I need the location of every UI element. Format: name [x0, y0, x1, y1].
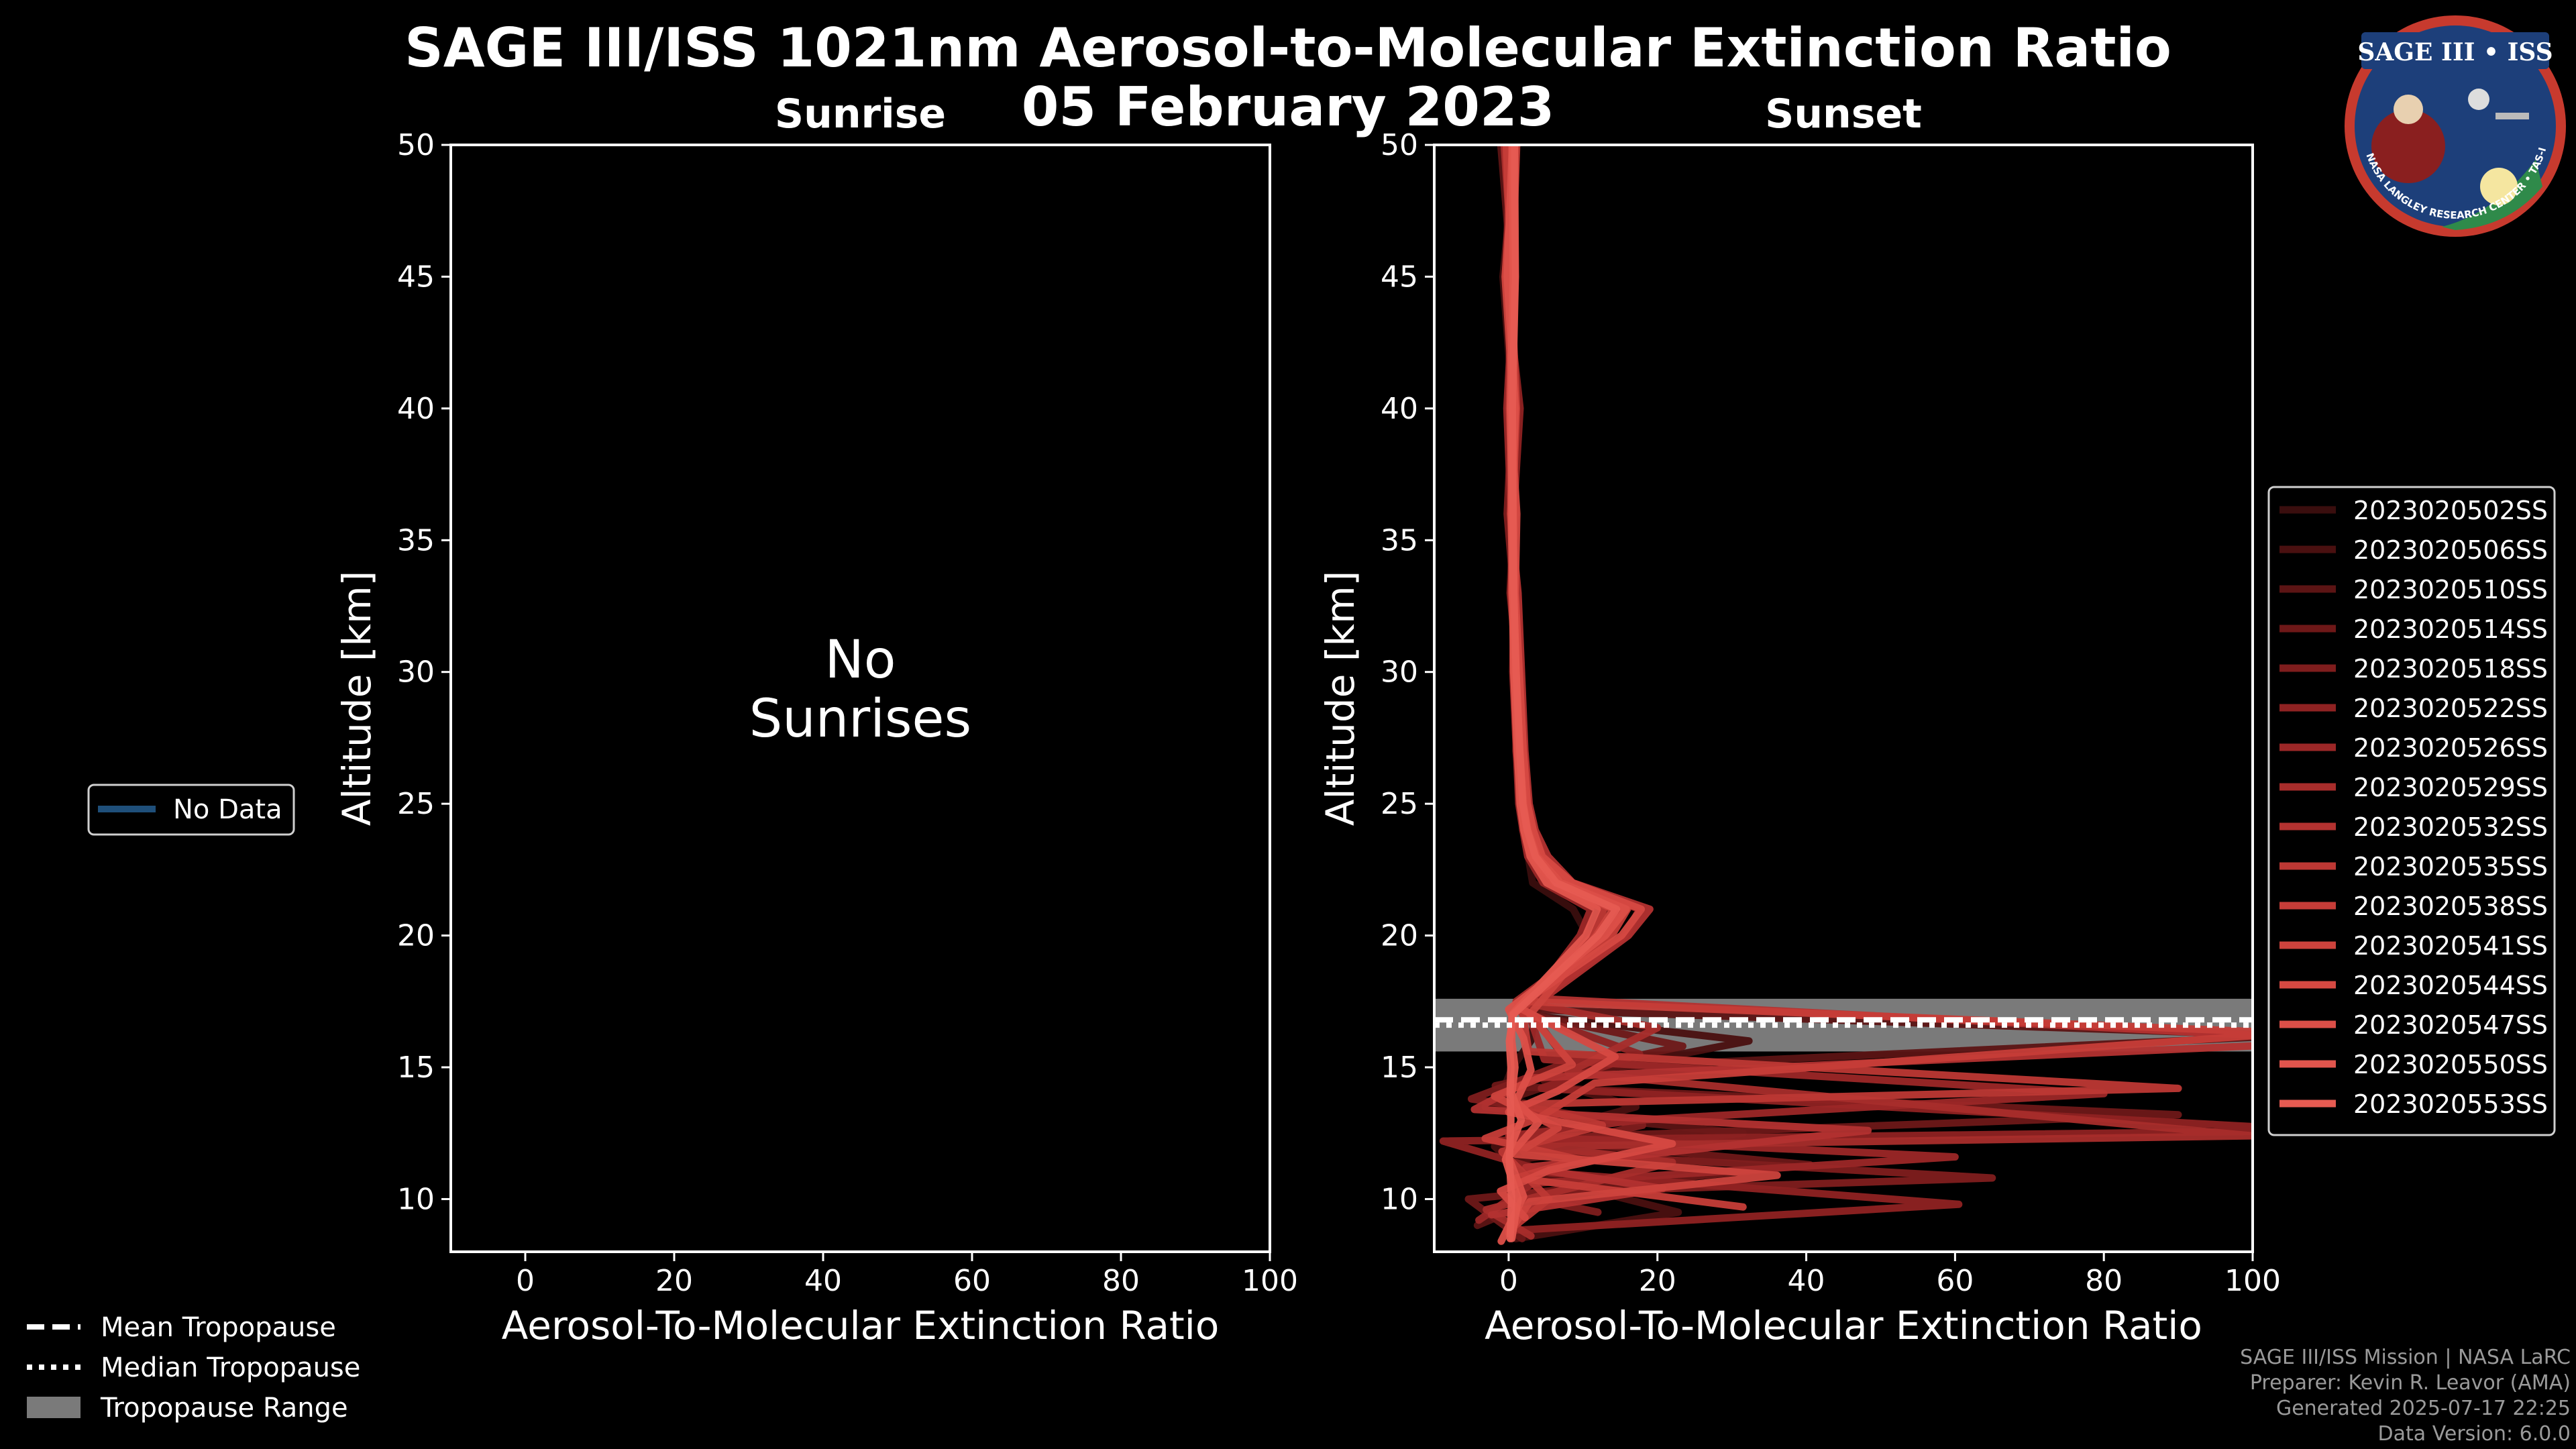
no-data-legend: No Data — [87, 784, 295, 836]
legend-entry: 2023020535SS — [2353, 852, 2548, 881]
sunset-x-axis-label: Aerosol-To-Molecular Extinction Ratio — [1485, 1303, 2202, 1348]
y-tick-label: 25 — [397, 787, 435, 821]
y-tick-label: 30 — [1381, 655, 1418, 690]
x-tick-label: 100 — [2224, 1264, 2281, 1298]
y-tick-label: 45 — [1381, 260, 1418, 294]
logo-banner — [2361, 32, 2549, 69]
sunset-panel-title: Sunset — [1765, 91, 1922, 138]
sunrise-panel: 0 20 40 60 80 100 10 15 20 25 30 35 40 45 50 Aerosol-To… — [334, 91, 1298, 1348]
legend-entry: 2023020510SS — [2353, 575, 2548, 604]
y-tick-label: 20 — [1381, 919, 1418, 953]
legend-entry: 2023020553SS — [2353, 1089, 2548, 1119]
tropopause-range-label: Tropopause Range — [100, 1393, 348, 1424]
footer-preparer: Preparer: Kevin R. Leavor (AMA) — [2249, 1371, 2571, 1395]
x-tick-label: 20 — [1639, 1264, 1676, 1298]
footer-mission: SAGE III/ISS Mission | NASA LaRC — [2240, 1346, 2571, 1369]
y-tick-label: 35 — [397, 523, 435, 557]
no-data-label: No Data — [173, 794, 282, 825]
logo-figure-head — [2394, 95, 2423, 124]
logo-station — [2496, 113, 2529, 119]
sunset-plot-area — [1434, 145, 2253, 1245]
sunset-y-axis-label: Altitude [km] — [1318, 571, 1363, 826]
logo-earth — [2442, 160, 2542, 230]
sunrise-x-axis-label: Aerosol-To-Molecular Extinction Ratio — [502, 1303, 1220, 1348]
legend-entry: 2023020544SS — [2353, 971, 2548, 1000]
x-tick-label: 80 — [1102, 1264, 1140, 1298]
sunset-axes-frame — [1433, 144, 2254, 1253]
legend-entry: 2023020532SS — [2353, 812, 2548, 842]
sunset-legend: 2023020502SS 2023020506SS 2023020510SS 2023… — [2267, 486, 2556, 1136]
x-tick-label: 40 — [1788, 1264, 1825, 1298]
y-tick-label: 30 — [397, 655, 435, 690]
y-tick-label: 15 — [1381, 1051, 1418, 1085]
logo-moon — [2468, 89, 2489, 110]
footer-generated: Generated 2025-07-17 22:25 — [2275, 1397, 2571, 1420]
x-tick-label: 40 — [804, 1264, 842, 1298]
y-tick-label: 35 — [1381, 523, 1418, 557]
profile-2023020553SS — [1505, 145, 1621, 1242]
chart-date: 05 February 2023 — [1021, 76, 1555, 138]
no-sunrises-annotation: No — [824, 630, 896, 690]
y-tick-label: 40 — [1381, 392, 1418, 426]
y-tick-label: 10 — [1381, 1182, 1418, 1216]
x-tick-label: 20 — [655, 1264, 693, 1298]
x-tick-label: 60 — [1936, 1264, 1974, 1298]
x-tick-label: 0 — [1499, 1264, 1518, 1298]
y-tick-label: 50 — [1381, 128, 1418, 162]
logo-text: SAGE III • ISS — [2357, 38, 2553, 66]
y-tick-label: 10 — [397, 1182, 435, 1216]
legend-entry: 2023020550SS — [2353, 1050, 2548, 1079]
logo-sun — [2480, 168, 2518, 205]
legend-entry: 2023020547SS — [2353, 1010, 2548, 1040]
x-tick-label: 80 — [2085, 1264, 2123, 1298]
sunset-panel: 0 20 40 60 80 100 10 15 20 25 30 35 40 45 50 Aerosol-To… — [1318, 91, 2556, 1348]
no-sunrises-annotation: Sunrises — [749, 689, 971, 749]
legend-entry: 2023020538SS — [2353, 892, 2548, 921]
y-tick-label: 50 — [397, 128, 435, 162]
y-tick-label: 20 — [397, 919, 435, 953]
mean-tropopause-label: Mean Tropopause — [101, 1312, 336, 1343]
legend-entry: 2023020506SS — [2353, 535, 2548, 565]
y-tick-label: 40 — [397, 392, 435, 426]
legend-entry: 2023020541SS — [2353, 931, 2548, 961]
legend-entry: 2023020518SS — [2353, 654, 2548, 684]
legend-entry: 2023020514SS — [2353, 614, 2548, 644]
y-tick-label: 15 — [397, 1051, 435, 1085]
sunrise-panel-title: Sunrise — [775, 91, 946, 138]
y-tick-label: 45 — [397, 260, 435, 294]
sunrise-y-axis-label: Altitude [km] — [334, 571, 380, 826]
legend-entry: 2023020526SS — [2353, 733, 2548, 763]
sunrise-axes-frame — [449, 144, 1271, 1253]
tropopause-legend: Mean Tropopause Median Tropopause Tropopau… — [27, 1312, 360, 1424]
sage-iss-logo: SAGE III • ISS BALL • NASA LANGLEY RESEA… — [2341, 12, 2566, 237]
tropopause-range-swatch — [27, 1397, 80, 1418]
x-tick-label: 0 — [516, 1264, 535, 1298]
footer-version: Data Version: 6.0.0 — [2377, 1422, 2571, 1446]
legend-entry: 2023020529SS — [2353, 773, 2548, 802]
y-tick-label: 25 — [1381, 787, 1418, 821]
x-tick-label: 100 — [1242, 1264, 1298, 1298]
legend-box — [2267, 486, 2556, 1136]
legend-entry: 2023020502SS — [2353, 496, 2548, 525]
logo-figure-cloak — [2371, 109, 2445, 183]
x-tick-label: 60 — [953, 1264, 991, 1298]
no-data-legend-box — [87, 784, 295, 836]
median-tropopause-label: Median Tropopause — [101, 1352, 360, 1383]
legend-entry: 2023020522SS — [2353, 694, 2548, 723]
chart-title: SAGE III/ISS 1021nm Aerosol-to-Molecular… — [405, 17, 2171, 79]
